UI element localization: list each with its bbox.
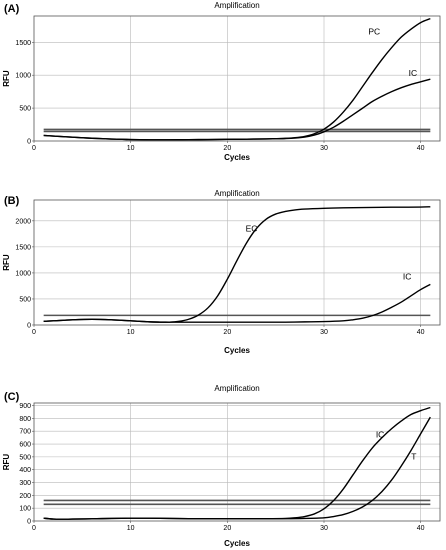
y-tick-label: 1000 [15, 73, 31, 80]
x-tick-label: 10 [127, 329, 135, 336]
y-tick-label: 0 [27, 139, 31, 146]
series-label-ic: IC [409, 68, 418, 78]
y-tick-label: 400 [19, 467, 31, 474]
x-tick-label: 20 [223, 525, 231, 532]
y-tick-label: 100 [19, 506, 31, 513]
series-line-ic [43, 283, 431, 323]
x-tick-label: 40 [417, 525, 425, 532]
y-tick-label: 1500 [15, 244, 31, 251]
y-tick-label: 1500 [15, 40, 31, 47]
chart-panel-1: (A) Amplification 0 10 20 30 40 0 500 1000 1500 Cyc… [2, 1, 441, 162]
y-tick-label: 2000 [15, 218, 31, 225]
chart-title: Amplification [214, 189, 259, 198]
y-tick-label: 1000 [15, 270, 31, 277]
plot-frame [33, 199, 441, 326]
x-axis-label: Cycles [224, 153, 250, 162]
y-tick-label: 300 [19, 480, 31, 487]
y-tick-label: 500 [19, 454, 31, 461]
x-tick-label: 10 [127, 145, 135, 152]
x-axis-label: Cycles [224, 346, 250, 355]
series-line-ic [43, 406, 431, 520]
y-axis-label: RFU [2, 454, 11, 471]
y-tick-label: 500 [19, 296, 31, 303]
y-tick-label: 500 [19, 106, 31, 113]
x-tick-label: 30 [320, 145, 328, 152]
x-tick-label: 0 [32, 525, 36, 532]
chart-title: Amplification [214, 1, 259, 10]
series-line-t [43, 416, 431, 520]
x-axis-label: Cycles [224, 539, 250, 548]
series-label-ic: IC [376, 430, 385, 440]
y-tick-label: 0 [27, 323, 31, 330]
x-tick-label: 30 [320, 525, 328, 532]
series-label-pc: PC [368, 26, 380, 36]
series-label-ic: IC [403, 272, 412, 282]
panel-label: (A) [4, 3, 20, 15]
series-label-t: T [411, 451, 416, 461]
x-tick-label: 40 [417, 145, 425, 152]
x-tick-label: 40 [417, 329, 425, 336]
y-tick-label: 800 [19, 416, 31, 423]
x-tick-label: 30 [320, 329, 328, 336]
y-tick-label: 700 [19, 429, 31, 436]
y-tick-label: 900 [19, 403, 31, 410]
panel-label: (C) [4, 391, 20, 403]
y-tick-label: 0 [27, 519, 31, 526]
series-line-pc [43, 17, 431, 141]
chart-panel-2: (B) Amplification 0 10 20 30 40 0 500 1000 1500 200… [2, 189, 441, 355]
series-line-ic [43, 78, 431, 141]
series-label-ec: EC [246, 223, 258, 233]
x-tick-label: 0 [32, 145, 36, 152]
panel-label: (B) [4, 195, 20, 207]
y-axis-label: RFU [2, 254, 11, 271]
plot-frame [33, 15, 441, 142]
y-tick-label: 600 [19, 442, 31, 449]
y-axis-label: RFU [2, 70, 11, 87]
x-tick-label: 20 [223, 145, 231, 152]
y-tick-label: 200 [19, 493, 31, 500]
plot-frame [33, 402, 441, 522]
series-line-ec [43, 206, 431, 323]
x-tick-label: 0 [32, 329, 36, 336]
x-tick-label: 10 [127, 525, 135, 532]
x-tick-label: 20 [223, 329, 231, 336]
chart-title: Amplification [214, 384, 259, 393]
